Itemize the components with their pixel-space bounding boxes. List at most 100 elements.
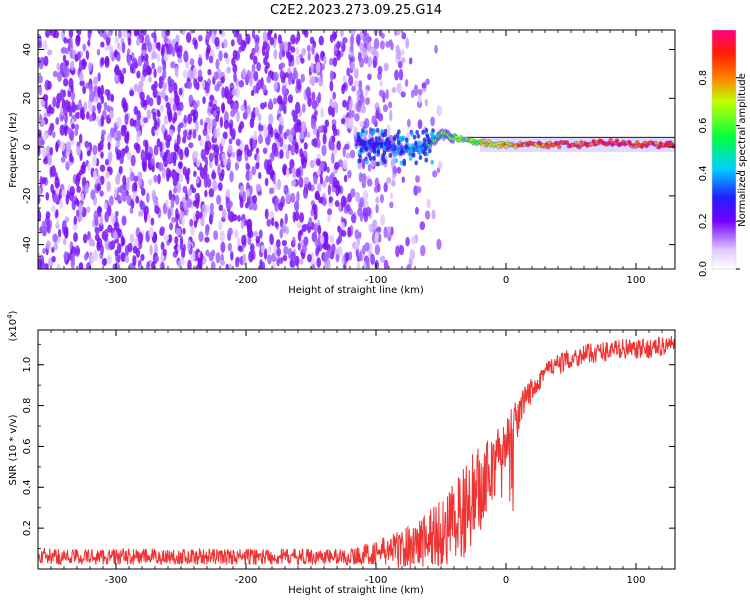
spectrogram-noise-speckle [374, 233, 379, 246]
spectrogram-noise-speckle [361, 158, 366, 170]
spectrogram-noise-speckle [336, 185, 342, 194]
spectrogram-noise-speckle [161, 43, 165, 56]
spectrogram-noise-speckle [157, 110, 161, 118]
spectrogram-noise-speckle [57, 71, 63, 83]
spectrogram-noise-speckle [233, 72, 237, 83]
spectrogram-noise-speckle [165, 199, 169, 206]
spectrogram-noise-speckle [130, 198, 135, 210]
spectrogram-noise-speckle [223, 119, 230, 130]
spectrogram-noise-speckle [151, 191, 157, 202]
signal-scatter [404, 144, 409, 150]
spectrogram-noise-speckle [287, 74, 292, 86]
spectrogram-noise-speckle [296, 222, 303, 229]
spectrogram-noise-speckle [254, 34, 260, 43]
spectrogram-noise-speckle [297, 242, 302, 251]
snr-y-axis-label: SNR (10 * v/v) [8, 414, 19, 485]
snr-frame [37, 329, 676, 570]
spectrogram-noise-speckle [82, 85, 87, 95]
spectrogram-noise-speckle [97, 85, 101, 98]
spectrogram-noise-speckle [104, 55, 110, 65]
spectrogram-noise-speckle [186, 198, 192, 209]
spectrogram-noise-speckle [220, 137, 226, 147]
spectrogram-noise-speckle [182, 136, 187, 144]
snr-x-tick-label: -300 [105, 575, 128, 586]
spectrogram-noise-speckle [107, 141, 111, 151]
spectrogram-noise-speckle [345, 251, 350, 262]
spectrogram-noise-speckle [360, 104, 366, 114]
spectrogram-noise-speckle [41, 177, 47, 184]
spectrogram-noise-speckle [189, 218, 194, 227]
spectrogram-noise-speckle [339, 30, 344, 37]
spectrogram-noise-speckle [151, 62, 155, 70]
spectrogram-noise-speckle [69, 36, 73, 49]
spectrogram-noise-speckle [103, 101, 108, 111]
spectrogram-noise-speckle [66, 127, 73, 135]
spectrogram-noise-speckle [89, 90, 95, 103]
spectrogram-noise-speckle [55, 208, 59, 218]
spectrogram-noise-speckle [59, 124, 65, 136]
spectrogram-noise-speckle [189, 30, 195, 34]
signal-scatter [418, 148, 422, 154]
spectrogram-noise-speckle [136, 70, 141, 79]
signal-scatter [392, 152, 397, 158]
spectrogram-noise-speckle [251, 110, 256, 122]
spectrogram-noise-speckle [282, 143, 289, 151]
spectrogram-noise-speckle [296, 31, 301, 42]
spectrogram-noise-speckle [159, 104, 164, 112]
spectrogram-noise-speckle [92, 155, 97, 167]
signal-scatter [376, 149, 381, 155]
spectrogram-noise-speckle [225, 188, 231, 198]
spectrogram-noise-speckle [375, 109, 380, 120]
spectrogram-noise-speckle [316, 182, 322, 193]
spectrogram-noise-speckle [78, 133, 83, 144]
spectrogram-noise-speckle [92, 76, 99, 86]
spectrogram-noise-speckle [273, 147, 279, 158]
spectrogram-noise-speckle [296, 119, 302, 127]
spectrogram-noise-speckle [38, 187, 42, 197]
signal-scatter [424, 127, 429, 133]
spectrogram-noise-speckle [240, 39, 246, 52]
spectrogram-noise-speckle [425, 78, 430, 85]
spectrogram-noise-speckle [388, 101, 393, 109]
spectrogram-noise-speckle [195, 120, 199, 133]
spectrogram-noise-speckle [275, 239, 281, 249]
spectrogram-noise-speckle [264, 208, 269, 220]
spectrogram-noise-speckle [38, 129, 42, 138]
spectrogram-noise-speckle [124, 113, 129, 126]
spectrogram-noise-speckle [279, 149, 284, 159]
spectrogram-noise-speckle [206, 134, 210, 143]
signal-scatter [393, 134, 397, 140]
spectrogram-noise-speckle [311, 263, 316, 269]
signal-scatter [418, 155, 423, 161]
spectrogram-noise-speckle [61, 189, 67, 197]
spectrogram-noise-speckle [255, 183, 262, 192]
spectrogram-noise-speckle [227, 227, 234, 236]
spectrogram-noise-speckle [356, 89, 360, 98]
spectrogram-noise-speckle [348, 251, 353, 261]
spectrogram-noise-speckle [294, 255, 300, 267]
spectrogram-noise-speckle [294, 101, 301, 114]
spectrogram-noise-speckle [311, 91, 316, 101]
spectrogram-noise-speckle [114, 36, 119, 44]
spectrogram-noise-speckle [294, 141, 299, 150]
spectrogram-noise-speckle [285, 192, 291, 203]
spectrogram-noise-speckle [251, 30, 256, 39]
spectrogram-noise-speckle [300, 73, 305, 83]
spectrogram-noise-speckle [174, 194, 180, 205]
spectrogram-noise-speckle [329, 70, 334, 81]
spectrogram-noise-speckle [122, 30, 128, 38]
spectrogram-noise-speckle [151, 165, 155, 173]
spectrogram-noise-speckle [59, 199, 64, 209]
signal-scatter [428, 148, 432, 154]
spectrogram-noise-speckle [75, 174, 80, 187]
spectrogram-noise-speckle [176, 182, 182, 194]
spectrogram-noise-speckle [283, 94, 288, 105]
spectrogram-noise-speckle [71, 252, 75, 265]
spectrogram-noise-speckle [283, 131, 288, 140]
spectrogram-noise-speckle [226, 66, 231, 74]
spectrogram-noise-speckle [44, 263, 49, 269]
spectrogram-noise-speckle [124, 145, 129, 154]
spectrogram-noise-speckle [350, 34, 355, 46]
spectrogram-noise-speckle [398, 68, 404, 81]
spectrogram-noise-speckle [315, 158, 321, 166]
